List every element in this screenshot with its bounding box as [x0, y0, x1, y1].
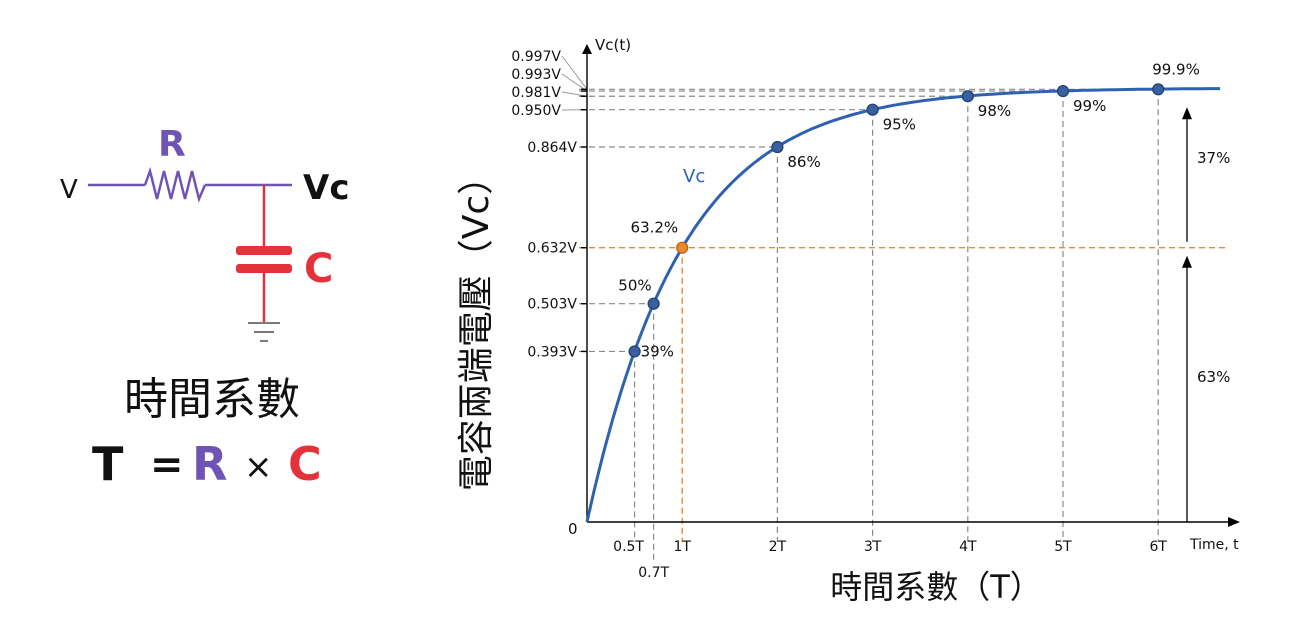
data-point	[866, 103, 879, 116]
point-label: 50%	[618, 277, 651, 295]
y-tick-label: 0.864V	[527, 140, 577, 156]
x-tick-label: 2T	[769, 539, 787, 555]
y-axis-arrow	[582, 44, 592, 54]
data-point	[961, 90, 974, 103]
y-tick-label: 0.632V	[527, 241, 577, 257]
y-axis-title: 電容兩端電壓（Vc）	[456, 159, 497, 491]
capacitor-plate-top	[236, 246, 292, 255]
data-point	[628, 345, 641, 358]
y-tick-leader	[561, 91, 588, 97]
point-label: 99%	[1073, 97, 1106, 115]
data-point	[1056, 84, 1070, 98]
formula-c: C	[288, 437, 322, 491]
x-tick-label: 0.7T	[638, 565, 669, 581]
formula-times: ×	[244, 447, 273, 487]
x-axis-end-label: Time, t	[1189, 537, 1239, 553]
data-point	[1152, 83, 1165, 96]
data-point	[676, 241, 689, 254]
x-tick-label: 5T	[1054, 539, 1072, 555]
y-tick-label: 0.993V	[511, 67, 561, 83]
ground-symbol	[248, 322, 280, 342]
point-label: 95%	[883, 116, 916, 134]
y-tick-label: 0.950V	[511, 103, 561, 119]
lower-arrow-head	[1182, 255, 1192, 268]
resistor-symbol	[143, 166, 207, 203]
formula-lhs: T	[92, 437, 124, 491]
y-tick-leader	[561, 55, 588, 90]
y-tick-label: 0.503V	[527, 297, 577, 313]
data-points	[628, 83, 1165, 358]
point-label: 63.2%	[631, 219, 679, 237]
time-constant-caption: 時間系數	[124, 374, 300, 425]
formula-equals: =	[150, 442, 184, 488]
x-axis-arrow	[1228, 517, 1240, 527]
x-axis-title: 時間系數（T）	[830, 568, 1042, 606]
point-label: 39%	[641, 342, 674, 360]
data-point	[647, 297, 660, 310]
point-label: 86%	[787, 153, 820, 171]
rc-circuit: V R Vc C	[60, 124, 349, 342]
resistor-label: R	[158, 124, 186, 165]
data-point	[771, 140, 784, 154]
y-tick-label: 0.997V	[511, 49, 561, 65]
point-label: 99.9%	[1152, 60, 1200, 78]
origin-label: 0	[568, 520, 578, 538]
x-tick-label: 3T	[864, 539, 882, 555]
x-tick-label: 4T	[959, 539, 977, 555]
y-tick-leader	[561, 73, 588, 92]
upper-percent-label: 37%	[1197, 149, 1230, 167]
capacitor-plate-bottom	[236, 264, 292, 273]
y-axis-top-label: Vc(t)	[595, 36, 631, 54]
upper-arrow-head	[1182, 107, 1192, 120]
chart-labels: Vc(t) Time, t 0 0.997V 0.993V 0.981V 0.950V 0.8…	[511, 36, 1239, 581]
x-tick-label: 0.5T	[613, 539, 644, 555]
y-tick-label: 0.393V	[527, 344, 577, 360]
x-tick-label: 1T	[673, 539, 691, 555]
capacitor-label: C	[304, 246, 333, 292]
circuit-input-label: V	[60, 175, 78, 205]
lower-percent-label: 63%	[1197, 368, 1230, 386]
guide-lines	[561, 55, 1225, 560]
y-tick-label: 0.981V	[511, 85, 561, 101]
time-constant-formula: T = R × C	[92, 437, 322, 491]
point-label: 98%	[978, 102, 1011, 120]
x-tick-label: 6T	[1149, 539, 1167, 555]
axes	[581, 44, 1240, 527]
curve-label: Vc	[683, 166, 705, 187]
charging-curve	[585, 87, 1221, 523]
voltage-time-chart: Vc(t) Time, t 0 0.997V 0.993V 0.981V 0.950V 0.8…	[511, 36, 1240, 581]
circuit-output-label: Vc	[303, 168, 349, 208]
formula-r: R	[192, 437, 227, 491]
